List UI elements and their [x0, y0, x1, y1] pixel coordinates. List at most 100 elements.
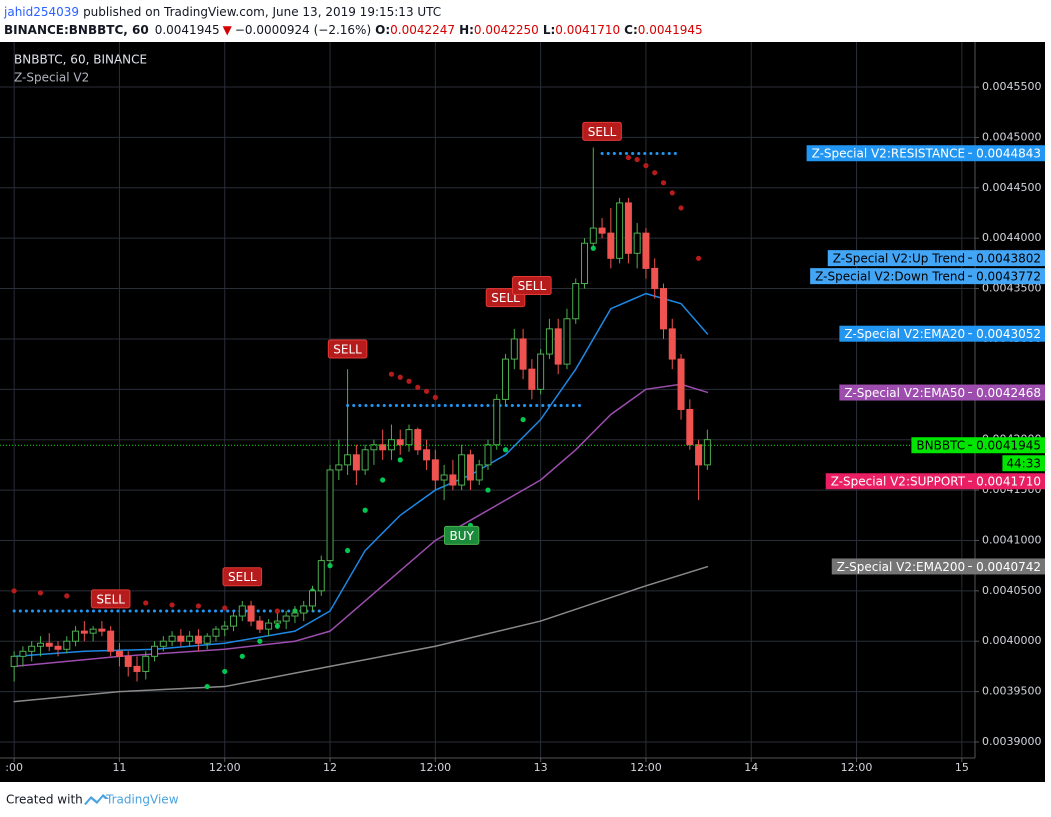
- candle-body: [63, 640, 71, 650]
- arrow: ▼: [223, 23, 233, 37]
- trend-dot: [397, 374, 403, 380]
- candle-body: [36, 642, 44, 647]
- logo: [84, 794, 109, 805]
- trend-dot: [388, 371, 395, 377]
- price-label-value: 0.0043772: [976, 270, 1041, 284]
- candle-body: [370, 444, 378, 451]
- countdown: 44:33: [1006, 457, 1041, 471]
- price-label-value: 0.0040742: [976, 560, 1041, 574]
- trend-dot: [695, 255, 702, 261]
- trend-dot: [660, 180, 667, 186]
- x-tick-label: 11: [112, 761, 126, 774]
- signal-label: SELL: [228, 570, 257, 584]
- candle-body: [502, 358, 510, 400]
- y-tick-label: 0.0039000: [982, 735, 1042, 748]
- price-label: 0.0043772 Z-Special V2:Down Trend: [810, 268, 1045, 285]
- candle-body: [387, 439, 395, 451]
- candle-body: [291, 612, 299, 617]
- candle-body: [475, 464, 483, 481]
- trend-dot: [380, 477, 386, 483]
- price-label-box: [825, 473, 1045, 490]
- candle-body: [335, 464, 343, 471]
- candle-body: [379, 444, 387, 451]
- candle-body: [651, 267, 659, 290]
- trend-dot: [362, 507, 368, 513]
- price-label-box: [831, 558, 1045, 575]
- candle-body: [98, 628, 106, 632]
- candle-body: [186, 635, 194, 642]
- trend-dot: [274, 608, 280, 614]
- trend-dot: [222, 668, 228, 675]
- ohlc-value: 0.0041710: [555, 23, 620, 37]
- axes: 0.0039000 0.0039500 0.0040000 0.0040500 0.00…: [0, 42, 1045, 774]
- candle-body: [633, 232, 641, 254]
- candle-body: [317, 560, 325, 592]
- candle-body: [344, 454, 352, 466]
- trend-dot: [415, 384, 421, 390]
- candle-body: [168, 635, 176, 642]
- price-label-name: Z-Special V2:Up Trend: [833, 252, 965, 266]
- signal-box: [443, 525, 480, 545]
- candle-body: [449, 474, 457, 486]
- signal: SELL: [222, 567, 263, 587]
- candle-body: [423, 449, 431, 461]
- candle-body: [89, 628, 97, 634]
- candle-body: [695, 444, 703, 466]
- trend-dot: [64, 593, 70, 599]
- ohlc-value: 0.0042250: [474, 23, 539, 37]
- signal-label: BUY: [449, 529, 474, 543]
- ohlc-value: 0.0042247: [390, 23, 455, 37]
- price-label-name: Z-Special V2:EMA20: [844, 327, 965, 341]
- price-label-name: Z-Special V2:EMA50: [844, 386, 965, 400]
- y-tick-label: 0.0044000: [982, 231, 1042, 244]
- signal-label: SELL: [333, 343, 362, 357]
- chart-area: [0, 42, 1045, 782]
- signal: SELL: [582, 121, 622, 141]
- trend-dot: [652, 170, 658, 176]
- candle-body: [230, 615, 238, 627]
- candle-body: [686, 408, 694, 446]
- candle-body: [589, 227, 597, 244]
- signal: SELL: [512, 276, 552, 296]
- ohlc-label: L:: [543, 23, 555, 37]
- x-tick-label: 12:00: [209, 761, 241, 774]
- candle-body: [142, 655, 150, 672]
- price-label-name: Z-Special V2:SUPPORT: [831, 475, 966, 489]
- signal-box: [512, 276, 552, 296]
- price-label: 0.0042468 Z-Special V2:EMA50: [839, 384, 1045, 401]
- trend-dot: [11, 588, 17, 594]
- last: 0.0041945: [155, 23, 220, 37]
- candle-body: [194, 635, 202, 644]
- signal-box: [327, 339, 368, 359]
- candle-body: [659, 288, 667, 330]
- candle-body: [414, 429, 422, 451]
- price-label-name: Z-Special V2:RESISTANCE: [812, 147, 966, 161]
- price-label-box: [806, 145, 1045, 162]
- candle-body: [177, 635, 185, 642]
- candle-body: [212, 628, 220, 637]
- price-label: 0.0041945 BNBBTC 44:33: [911, 437, 1045, 472]
- price-label-value: 0.0043802: [976, 252, 1041, 266]
- x-tick-label: 12:00: [419, 761, 451, 774]
- price-label-name: BNBBTC: [916, 439, 965, 453]
- x-tick-label: 15: [955, 761, 969, 774]
- candle-body: [352, 454, 360, 471]
- trend-dot: [634, 156, 640, 163]
- ema-line: [13, 565, 709, 703]
- candle-body: [308, 590, 316, 607]
- candle-body: [273, 620, 281, 624]
- trend-dot: [397, 457, 403, 463]
- candle-body: [107, 630, 115, 652]
- y-tick-label: 0.0045000: [982, 130, 1042, 143]
- price-label-box: [839, 325, 1045, 342]
- trend-dot: [143, 600, 149, 606]
- candle-body: [484, 444, 492, 466]
- signal: SELL: [90, 589, 131, 609]
- candle-body: [537, 353, 545, 390]
- price-label: 0.0043052 Z-Special V2:EMA20: [839, 325, 1045, 342]
- y-tick-label: 0.0040000: [982, 634, 1042, 647]
- price-label: 0.0041710 Z-Special V2:SUPPORT: [825, 473, 1045, 490]
- candle-body: [80, 630, 88, 634]
- ohlc-value: 0.0041945: [638, 23, 703, 37]
